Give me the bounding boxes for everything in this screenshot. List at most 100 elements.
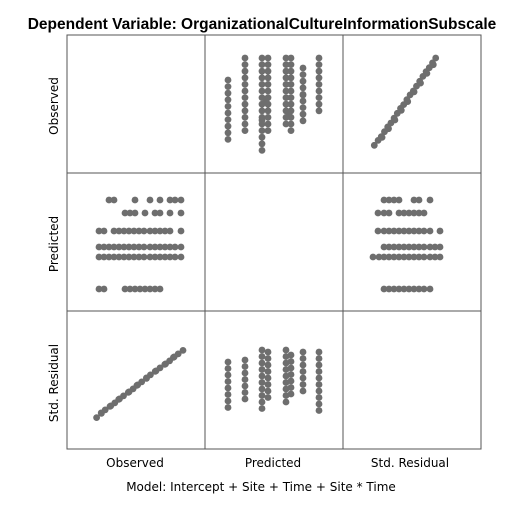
point-residual-predicted <box>436 253 444 261</box>
point-predicted-observed <box>258 116 266 124</box>
point-observed-predicted <box>141 209 149 217</box>
point-residual-predicted <box>410 196 418 204</box>
point-observed-residual <box>93 414 100 421</box>
point-predicted-observed <box>299 91 307 99</box>
point-predicted-observed <box>315 94 323 101</box>
point-predicted-observed <box>224 83 232 90</box>
point-residual-observed <box>409 87 417 95</box>
point-observed-predicted <box>156 243 164 251</box>
point-observed-predicted <box>115 253 123 261</box>
point-observed-predicted <box>135 227 143 235</box>
point-residual-predicted <box>385 243 393 251</box>
point-observed-predicted <box>156 285 164 293</box>
point-predicted-residual <box>264 374 272 382</box>
point-predicted-observed <box>224 116 232 123</box>
point-residual-predicted <box>400 227 408 235</box>
chart-title: Dependent Variable: OrganizationalCultur… <box>28 16 497 33</box>
point-residual-predicted <box>369 253 377 261</box>
point-predicted-residual <box>224 371 232 379</box>
point-residual-predicted <box>410 285 418 293</box>
point-observed-residual <box>97 409 105 417</box>
row-label-predicted: Predicted <box>47 216 61 272</box>
point-predicted-observed <box>287 54 295 62</box>
point-predicted-observed <box>241 94 249 101</box>
point-residual-predicted <box>395 253 403 261</box>
point-observed-residual <box>170 353 178 361</box>
point-residual-predicted <box>420 253 428 261</box>
point-observed-predicted <box>115 227 123 235</box>
point-residual-predicted <box>380 209 388 217</box>
point-observed-predicted <box>126 285 134 293</box>
point-predicted-residual <box>282 346 290 354</box>
point-predicted-residual <box>315 407 323 414</box>
point-predicted-residual <box>241 356 249 364</box>
point-residual-predicted <box>395 209 403 217</box>
point-observed-residual <box>162 360 170 368</box>
point-residual-predicted <box>390 196 398 204</box>
point-predicted-observed <box>241 61 249 68</box>
point-observed-predicted <box>126 209 134 217</box>
point-predicted-residual <box>299 374 307 382</box>
point-predicted-residual <box>299 368 307 375</box>
point-observed-predicted <box>146 253 154 261</box>
point-predicted-residual <box>287 351 295 359</box>
point-residual-predicted <box>380 227 388 235</box>
point-predicted-residual <box>258 372 266 380</box>
point-observed-residual <box>179 347 187 354</box>
matrix-outer-frame <box>66 34 482 450</box>
point-predicted-observed <box>299 77 307 85</box>
point-observed-predicted <box>171 196 179 204</box>
point-predicted-residual <box>241 363 249 370</box>
point-predicted-residual <box>315 374 323 382</box>
point-predicted-residual <box>315 361 323 369</box>
point-predicted-observed <box>282 94 290 101</box>
point-predicted-residual <box>224 384 232 392</box>
point-predicted-observed <box>287 67 295 75</box>
point-residual-predicted <box>420 285 428 293</box>
point-predicted-residual <box>264 355 272 362</box>
point-residual-observed <box>416 77 424 85</box>
point-observed-predicted <box>105 243 113 251</box>
point-predicted-observed <box>224 76 232 84</box>
point-predicted-residual <box>258 379 266 386</box>
point-predicted-residual <box>315 394 323 401</box>
row-label-observed: Observed <box>47 77 61 135</box>
point-residual-predicted <box>374 227 382 235</box>
point-observed-predicted <box>120 243 128 251</box>
point-observed-predicted <box>95 253 103 261</box>
point-predicted-observed <box>241 67 249 75</box>
point-observed-predicted <box>171 253 179 261</box>
matrix-frame <box>66 34 482 450</box>
point-predicted-observed <box>315 54 323 62</box>
point-observed-predicted <box>141 285 149 293</box>
point-observed-predicted <box>135 253 143 261</box>
point-predicted-residual <box>258 392 266 399</box>
point-residual-predicted <box>420 243 428 251</box>
point-observed-predicted <box>130 243 138 251</box>
point-predicted-observed <box>241 87 249 95</box>
point-residual-predicted <box>405 227 413 235</box>
point-predicted-observed <box>258 54 266 62</box>
point-predicted-observed <box>315 100 323 108</box>
point-observed-predicted <box>177 243 185 251</box>
point-observed-predicted <box>125 227 133 235</box>
point-predicted-observed <box>264 107 272 115</box>
point-predicted-observed <box>315 87 323 95</box>
point-predicted-observed <box>258 140 266 148</box>
point-residual-predicted <box>380 285 388 293</box>
point-predicted-observed <box>264 54 272 62</box>
row-label-std-residual: Std. Residual <box>47 344 61 422</box>
point-residual-predicted <box>380 196 388 204</box>
point-residual-predicted <box>380 253 388 261</box>
point-observed-predicted <box>140 227 148 235</box>
point-predicted-observed <box>282 120 290 128</box>
point-observed-predicted <box>100 227 108 235</box>
point-predicted-observed <box>264 114 272 121</box>
point-predicted-observed <box>315 74 323 82</box>
point-residual-predicted <box>410 227 418 235</box>
point-residual-predicted <box>375 253 383 261</box>
point-residual-predicted <box>400 209 408 217</box>
point-predicted-residual <box>224 391 232 398</box>
point-predicted-residual <box>224 397 232 405</box>
point-observed-predicted <box>110 196 118 204</box>
